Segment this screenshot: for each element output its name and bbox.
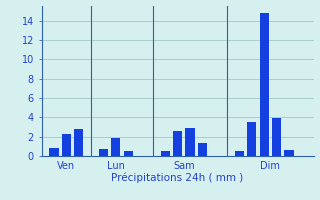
Bar [260,13,269,156]
Bar [272,118,281,156]
Bar [198,143,207,156]
Bar [173,131,182,156]
Bar [74,129,83,156]
Bar [99,149,108,156]
Bar [284,150,293,156]
X-axis label: Précipitations 24h ( mm ): Précipitations 24h ( mm ) [111,172,244,183]
Bar [111,138,120,156]
Bar [247,122,256,156]
Bar [124,151,133,156]
Bar [235,151,244,156]
Bar [49,148,59,156]
Bar [62,134,71,156]
Bar [161,151,170,156]
Bar [185,128,195,156]
